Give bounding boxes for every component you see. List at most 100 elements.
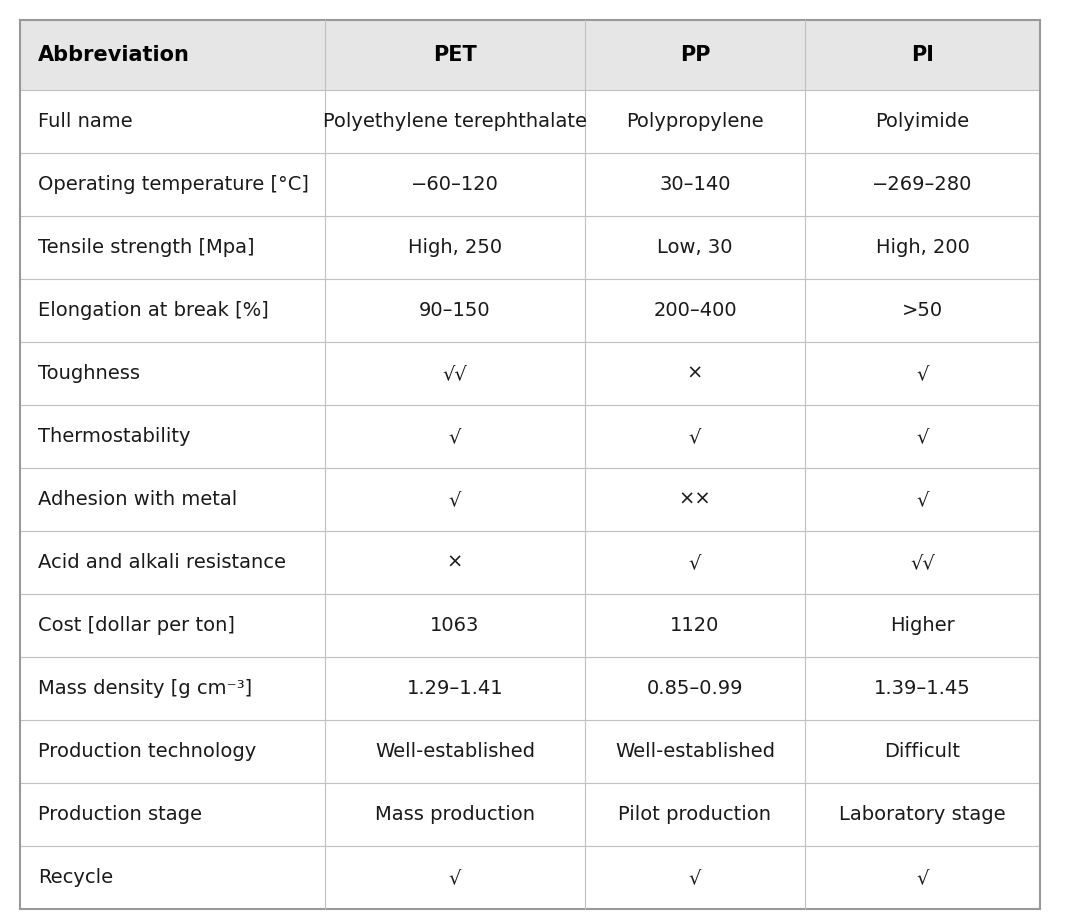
Bar — [805, 657, 1040, 720]
Bar — [21, 657, 325, 720]
Text: Polyethylene terephthalate: Polyethylene terephthalate — [323, 112, 588, 131]
Bar — [325, 531, 585, 594]
Text: √: √ — [916, 364, 929, 383]
Text: High, 250: High, 250 — [408, 238, 502, 257]
Text: Polyimide: Polyimide — [876, 112, 970, 131]
Bar — [325, 594, 585, 657]
Text: Production stage: Production stage — [38, 805, 202, 824]
Text: Acid and alkali resistance: Acid and alkali resistance — [38, 553, 286, 572]
Bar — [21, 279, 325, 342]
Bar — [805, 720, 1040, 783]
Bar — [325, 342, 585, 405]
Bar — [21, 405, 325, 468]
Bar — [585, 405, 805, 468]
Text: >50: >50 — [902, 301, 943, 320]
Bar — [805, 846, 1040, 909]
Text: Difficult: Difficult — [885, 742, 960, 761]
Text: Thermostability: Thermostability — [38, 427, 190, 446]
Bar — [21, 153, 325, 216]
Text: −269–280: −269–280 — [873, 175, 973, 194]
Text: Higher: Higher — [890, 616, 955, 635]
Bar — [325, 90, 585, 153]
Bar — [21, 783, 325, 846]
Text: Production technology: Production technology — [38, 742, 256, 761]
Text: 1120: 1120 — [671, 616, 719, 635]
Text: ×: × — [447, 553, 463, 572]
Text: Well-established: Well-established — [615, 742, 775, 761]
Text: Low, 30: Low, 30 — [658, 238, 732, 257]
Bar — [805, 90, 1040, 153]
Text: √: √ — [449, 490, 461, 509]
Bar — [325, 783, 585, 846]
Text: PI: PI — [912, 45, 934, 65]
Bar — [805, 468, 1040, 531]
Bar — [21, 20, 325, 90]
Bar — [325, 20, 585, 90]
Text: √√: √√ — [910, 553, 935, 572]
Bar — [805, 279, 1040, 342]
Text: Recycle: Recycle — [38, 868, 113, 887]
Text: Abbreviation: Abbreviation — [38, 45, 190, 65]
Bar — [325, 216, 585, 279]
Bar — [21, 468, 325, 531]
Bar — [805, 216, 1040, 279]
Text: Full name: Full name — [38, 112, 133, 131]
Bar — [805, 594, 1040, 657]
Bar — [805, 783, 1040, 846]
Bar — [21, 594, 325, 657]
Bar — [805, 342, 1040, 405]
Bar — [585, 846, 805, 909]
Text: 1063: 1063 — [430, 616, 480, 635]
Bar — [805, 153, 1040, 216]
Text: Tensile strength [Mpa]: Tensile strength [Mpa] — [38, 238, 255, 257]
Bar — [21, 90, 325, 153]
Bar — [325, 405, 585, 468]
Bar — [585, 783, 805, 846]
Text: √√: √√ — [443, 364, 468, 383]
Bar — [325, 153, 585, 216]
Text: √: √ — [916, 490, 929, 509]
Text: Adhesion with metal: Adhesion with metal — [38, 490, 238, 509]
Bar — [325, 657, 585, 720]
Bar — [585, 594, 805, 657]
Text: 90–150: 90–150 — [419, 301, 490, 320]
Text: 200–400: 200–400 — [653, 301, 737, 320]
Bar — [585, 90, 805, 153]
Text: √: √ — [916, 868, 929, 887]
Text: √: √ — [916, 427, 929, 446]
Bar — [585, 342, 805, 405]
Bar — [585, 279, 805, 342]
Text: √: √ — [449, 427, 461, 446]
Text: PET: PET — [433, 45, 477, 65]
Text: Laboratory stage: Laboratory stage — [839, 805, 1005, 824]
Bar — [805, 20, 1040, 90]
Text: Toughness: Toughness — [38, 364, 140, 383]
Bar — [325, 720, 585, 783]
Text: Pilot production: Pilot production — [619, 805, 771, 824]
Bar — [585, 657, 805, 720]
Bar — [585, 216, 805, 279]
Text: 0.85–0.99: 0.85–0.99 — [647, 679, 743, 698]
Text: √: √ — [689, 868, 701, 887]
Text: Mass density [g cm⁻³]: Mass density [g cm⁻³] — [38, 679, 252, 698]
Bar — [21, 531, 325, 594]
Text: ×: × — [687, 364, 703, 383]
Text: √: √ — [689, 427, 701, 446]
Text: ××: ×× — [678, 490, 712, 509]
Bar — [21, 720, 325, 783]
Bar — [21, 846, 325, 909]
Bar — [325, 846, 585, 909]
Bar — [325, 468, 585, 531]
Text: √: √ — [689, 553, 701, 572]
Bar — [585, 20, 805, 90]
Bar — [585, 531, 805, 594]
Bar — [21, 342, 325, 405]
Text: PP: PP — [679, 45, 711, 65]
Text: √: √ — [449, 868, 461, 887]
Bar — [585, 153, 805, 216]
Text: Well-established: Well-established — [375, 742, 535, 761]
Text: Elongation at break [%]: Elongation at break [%] — [38, 301, 269, 320]
Bar — [21, 216, 325, 279]
Text: Cost [dollar per ton]: Cost [dollar per ton] — [38, 616, 234, 635]
Text: High, 200: High, 200 — [876, 238, 970, 257]
